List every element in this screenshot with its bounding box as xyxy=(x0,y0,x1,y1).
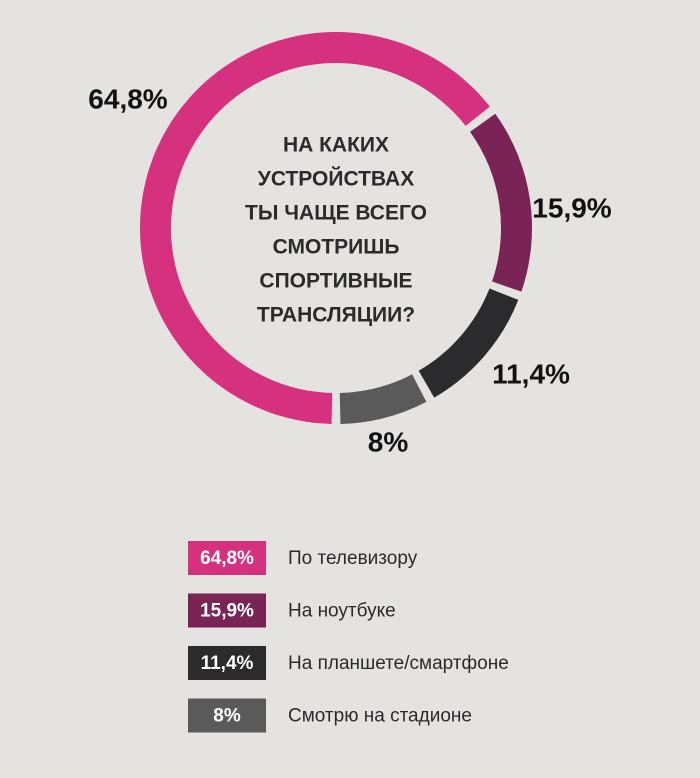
donut-segment xyxy=(418,288,519,398)
legend-label: По телевизору xyxy=(288,548,418,569)
data-label: 8% xyxy=(368,426,409,457)
donut-segment xyxy=(339,374,427,424)
legend-swatch xyxy=(188,698,266,733)
legend-label: Смотрю на стадионе xyxy=(288,706,472,727)
legend-swatch xyxy=(188,593,266,628)
legend-value: 64,8% xyxy=(200,548,254,569)
chart-title: СПОРТИВНЫЕ xyxy=(259,270,412,293)
donut-segment xyxy=(470,113,532,292)
chart-title: НА КАКИХ xyxy=(283,134,389,157)
chart-title: УСТРОЙСТВАХ xyxy=(258,167,414,191)
legend-swatch xyxy=(188,646,266,680)
chart-title: ТЫ ЧАЩЕ ВСЕГО xyxy=(245,202,427,225)
chart-title: СМОТРИШЬ xyxy=(273,236,400,259)
chart-title: ТРАНСЛЯЦИИ? xyxy=(257,304,415,327)
data-label: 11,4% xyxy=(492,358,570,389)
data-label: 64,8% xyxy=(88,83,167,114)
legend-label: На ноутбуке xyxy=(288,601,396,622)
legend-value: 15,9% xyxy=(200,601,254,622)
legend-value: 8% xyxy=(213,706,241,727)
legend-swatch xyxy=(188,541,266,575)
legend-label: На планшете/смартфоне xyxy=(288,653,509,674)
legend-value: 11,4% xyxy=(201,653,254,674)
data-label: 15,9% xyxy=(532,192,611,223)
